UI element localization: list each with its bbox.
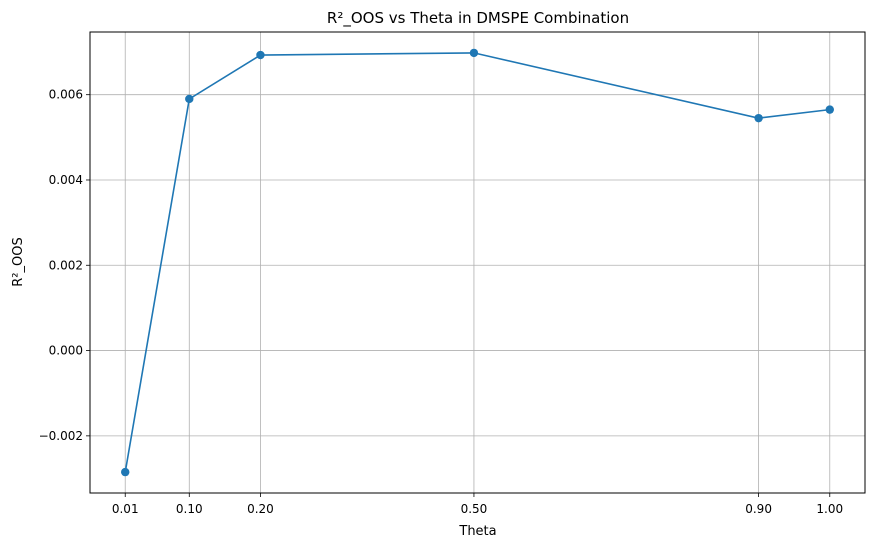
x-tick-label: 0.10: [176, 502, 203, 516]
grid-lines: [90, 32, 865, 493]
series-line: [124, 52, 830, 473]
y-tick-label: −0.002: [39, 429, 83, 443]
x-tick-label: 1.00: [816, 502, 843, 516]
y-tick-label: 0.000: [49, 344, 83, 358]
chart-title: R²_OOS vs Theta in DMSPE Combination: [327, 9, 629, 28]
data-point: [185, 94, 194, 104]
data-point: [121, 467, 130, 477]
data-point: [256, 50, 265, 60]
y-axis-label: R²_OOS: [11, 237, 26, 286]
y-axis: −0.002 0.000 0.002 0.004 0.006: [39, 88, 90, 443]
data-point: [469, 48, 479, 58]
x-tick-label: 0.20: [247, 502, 274, 516]
plot-frame: [89, 31, 866, 494]
data-point: [825, 105, 834, 114]
x-axis-label: Theta: [458, 524, 496, 539]
x-tick-label: 0.01: [112, 502, 139, 516]
y-tick-label: 0.004: [49, 173, 83, 187]
x-tick-label: 0.50: [461, 502, 488, 516]
y-tick-label: 0.002: [49, 258, 83, 272]
data-point: [754, 113, 763, 123]
x-tick-label: 0.90: [745, 502, 772, 516]
x-axis: 0.01 0.10 0.20 0.50 0.90 1.00: [112, 493, 843, 516]
series-layer: [121, 48, 834, 477]
y-tick-label: 0.006: [49, 88, 83, 102]
